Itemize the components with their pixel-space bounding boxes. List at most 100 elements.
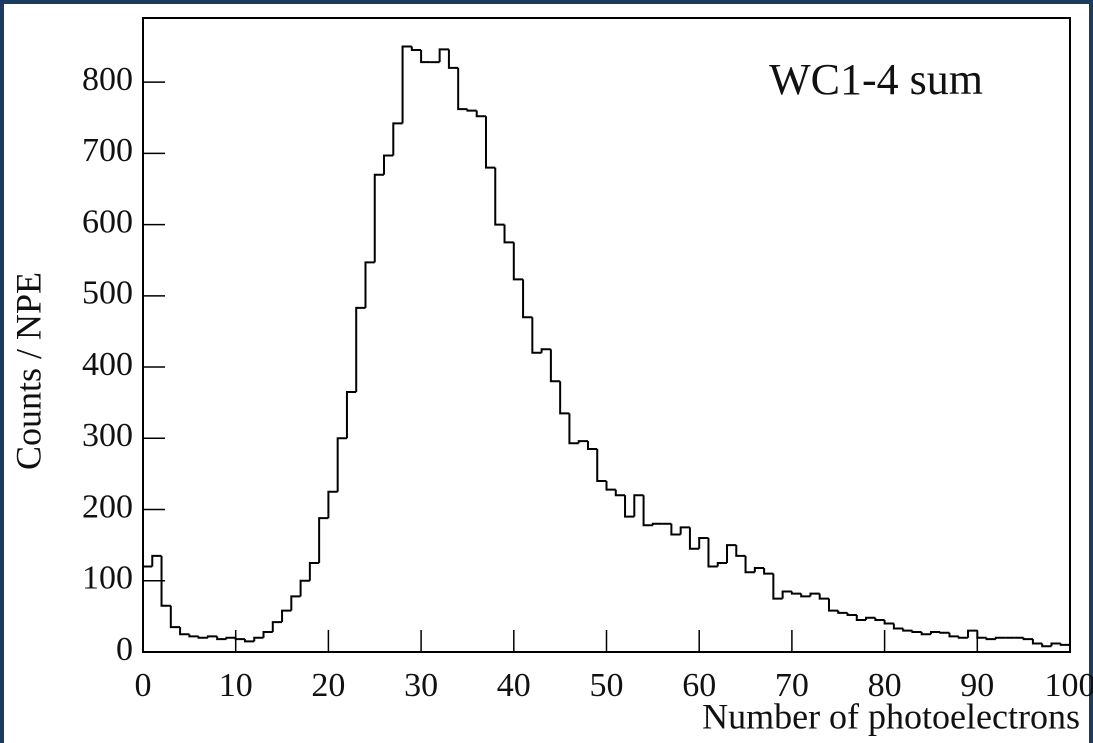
histogram-bin xyxy=(763,567,774,575)
y-tick-label: 300 xyxy=(82,417,133,454)
histogram-bin xyxy=(827,598,839,612)
histogram-bin xyxy=(336,437,347,492)
histogram-bin xyxy=(716,561,728,567)
histogram-bin xyxy=(651,522,663,526)
histogram-bin xyxy=(929,631,941,635)
histogram-bin xyxy=(179,627,190,636)
histogram-bin xyxy=(410,46,422,52)
histogram-bin xyxy=(262,631,273,638)
histogram-bin xyxy=(299,579,310,597)
histogram-bin xyxy=(484,116,496,169)
histogram-bin xyxy=(142,565,153,652)
histogram-bin xyxy=(994,636,1006,640)
y-tick-label: 400 xyxy=(82,346,133,383)
x-tick-label: 30 xyxy=(404,667,438,704)
histogram-bin xyxy=(188,634,199,638)
histogram-bin xyxy=(438,48,449,63)
histogram-bin xyxy=(967,629,978,638)
histogram-bin xyxy=(318,517,329,563)
histogram-bin xyxy=(586,441,598,450)
histogram-bin xyxy=(596,448,607,483)
histogram-bin xyxy=(1031,639,1043,645)
histogram-bin xyxy=(614,489,626,497)
histogram-bin xyxy=(549,349,561,383)
histogram-bin xyxy=(781,590,792,599)
histogram-bin xyxy=(216,636,227,641)
annotation: WC1-4 sum xyxy=(769,55,983,104)
histogram-bin xyxy=(234,637,245,641)
histogram-bin xyxy=(855,614,867,621)
histogram-bin xyxy=(568,413,579,445)
x-tick-label: 70 xyxy=(775,667,809,704)
histogram-bin xyxy=(642,495,653,527)
y-tick-label: 200 xyxy=(82,488,133,525)
histogram-bin xyxy=(420,50,431,64)
histogram-bin xyxy=(985,637,996,641)
histogram-bin xyxy=(809,592,820,597)
histogram-bin xyxy=(874,617,885,621)
histogram-bin xyxy=(466,109,477,112)
histogram-bin xyxy=(902,628,913,632)
x-tick-label: 0 xyxy=(135,667,152,704)
histogram-bin xyxy=(577,440,588,444)
histogram-bin xyxy=(1050,642,1061,647)
histogram-bin xyxy=(392,122,403,156)
histogram-bin xyxy=(540,348,551,353)
y-tick-label: 800 xyxy=(82,61,133,98)
histogram-bin xyxy=(633,494,644,517)
histogram-bin xyxy=(846,612,857,616)
histogram-bin xyxy=(948,632,959,638)
x-tick-label: 80 xyxy=(868,667,902,704)
histogram-bin xyxy=(920,632,931,636)
y-axis-label: Counts / NPE xyxy=(8,272,48,470)
histogram-bin xyxy=(290,595,301,611)
histogram-bin xyxy=(522,279,533,319)
histogram-bin xyxy=(605,481,616,491)
histogram-bin xyxy=(475,110,486,118)
histogram-bin xyxy=(698,537,709,549)
histogram-bin xyxy=(688,527,700,550)
histogram-bin xyxy=(401,45,412,124)
histogram-bin xyxy=(364,261,375,308)
histogram-bin xyxy=(494,167,505,226)
histogram-bin xyxy=(837,610,848,614)
histogram-bin xyxy=(225,636,236,640)
x-tick-label: 60 xyxy=(682,667,716,704)
histogram-bin xyxy=(772,573,783,600)
histogram-bin xyxy=(679,526,690,535)
histogram-bin xyxy=(281,609,292,623)
histogram-bin xyxy=(735,545,746,557)
histogram-bin xyxy=(327,490,338,519)
y-tick-label: 700 xyxy=(82,132,133,169)
histogram-bin xyxy=(976,630,987,639)
x-tick-label: 100 xyxy=(1045,667,1093,704)
histogram-bin xyxy=(383,154,394,175)
y-tick-label: 500 xyxy=(82,275,133,312)
x-tick-label: 20 xyxy=(311,667,345,704)
histogram-bin xyxy=(559,381,570,415)
histogram-bin xyxy=(1022,637,1033,641)
histogram-bin xyxy=(253,636,264,642)
histogram-bin xyxy=(373,173,385,263)
histogram-bin xyxy=(531,317,542,354)
histogram-bin xyxy=(355,306,366,392)
histogram-bin xyxy=(151,554,162,567)
histogram-bin xyxy=(892,623,904,630)
histogram-bin xyxy=(197,636,208,639)
histogram-bin xyxy=(169,605,181,629)
x-tick-label: 50 xyxy=(590,667,624,704)
histogram-bin xyxy=(345,390,357,439)
histogram-bin xyxy=(957,636,969,639)
x-tick-label: 40 xyxy=(497,667,531,704)
histogram-bin xyxy=(744,555,755,574)
histogram-bin xyxy=(670,523,681,536)
y-tick-label: 600 xyxy=(82,203,133,240)
histogram-bin xyxy=(726,544,737,563)
histogram-bin xyxy=(160,555,171,607)
histogram-bin xyxy=(624,495,635,518)
x-tick-label: 90 xyxy=(960,667,994,704)
histogram-bin xyxy=(271,621,283,633)
x-axis-label: Number of photoelectrons xyxy=(702,696,1080,736)
